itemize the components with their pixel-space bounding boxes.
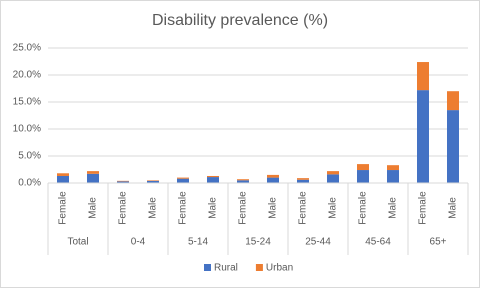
- x-tick-label: Female: [358, 191, 369, 225]
- bar-segment: [357, 164, 369, 171]
- bar-segment: [207, 175, 219, 178]
- x-tick-label: Female: [118, 191, 129, 225]
- bar-segment: [207, 177, 219, 183]
- group-label: 25-44: [305, 237, 331, 248]
- group-label: 45-64: [365, 237, 391, 248]
- x-tick-label: Male: [448, 197, 459, 219]
- bar-segment: [87, 173, 99, 183]
- bar-segment: [57, 175, 69, 183]
- group-label: 5-14: [188, 237, 208, 248]
- group-label: 65+: [430, 237, 447, 248]
- bar-segment: [447, 110, 459, 183]
- bar-segment: [177, 178, 189, 183]
- bar-segment: [417, 62, 429, 91]
- bar-segment: [267, 177, 279, 183]
- x-tick-label: Female: [418, 191, 429, 225]
- bar-segment: [297, 179, 309, 183]
- bar-segment: [57, 173, 69, 176]
- bar-segment: [117, 180, 129, 182]
- bar-segment: [327, 171, 339, 175]
- x-tick-label: Female: [238, 191, 249, 225]
- bar-segment: [387, 165, 399, 171]
- bar-segment: [297, 178, 309, 180]
- x-tick-label: Female: [178, 191, 189, 225]
- bar-segment: [87, 171, 99, 174]
- group-label: 0-4: [131, 237, 146, 248]
- bar-segment: [327, 174, 339, 183]
- x-tick-label: Female: [58, 191, 69, 225]
- x-tick-label: Male: [388, 197, 399, 219]
- y-tick-label: 15.0%: [13, 97, 41, 108]
- x-tick-label: Male: [88, 197, 99, 219]
- x-tick-label: Male: [268, 197, 279, 219]
- x-tick-label: Male: [328, 197, 339, 219]
- x-tick-label: Female: [298, 191, 309, 225]
- y-tick-label: 25.0%: [13, 43, 41, 54]
- bar-segment: [417, 90, 429, 183]
- bar-segment: [147, 180, 159, 183]
- group-label: Total: [67, 237, 88, 248]
- bar-segment: [177, 177, 189, 179]
- bar-segment: [387, 170, 399, 183]
- bar-segment: [237, 180, 249, 183]
- bar-segment: [117, 181, 129, 183]
- bar-segment: [267, 174, 279, 178]
- x-tick-label: Male: [208, 197, 219, 219]
- bar-segment: [357, 170, 369, 183]
- y-tick-label: 20.0%: [13, 70, 41, 81]
- legend-label: Urban: [266, 263, 293, 274]
- y-tick-label: 10.0%: [13, 124, 41, 135]
- legend-swatch: [204, 264, 211, 271]
- bar-segment: [237, 179, 249, 181]
- bar-segment: [147, 180, 159, 181]
- x-tick-label: Male: [148, 197, 159, 219]
- bar-segment: [447, 91, 459, 111]
- chart-title: Disability prevalence (%): [152, 12, 328, 29]
- legend-label: Rural: [214, 263, 238, 274]
- legend-swatch: [255, 264, 263, 271]
- y-tick-label: 5.0%: [18, 151, 41, 162]
- group-label: 15-24: [245, 237, 271, 248]
- y-tick-label: 0.0%: [18, 178, 41, 189]
